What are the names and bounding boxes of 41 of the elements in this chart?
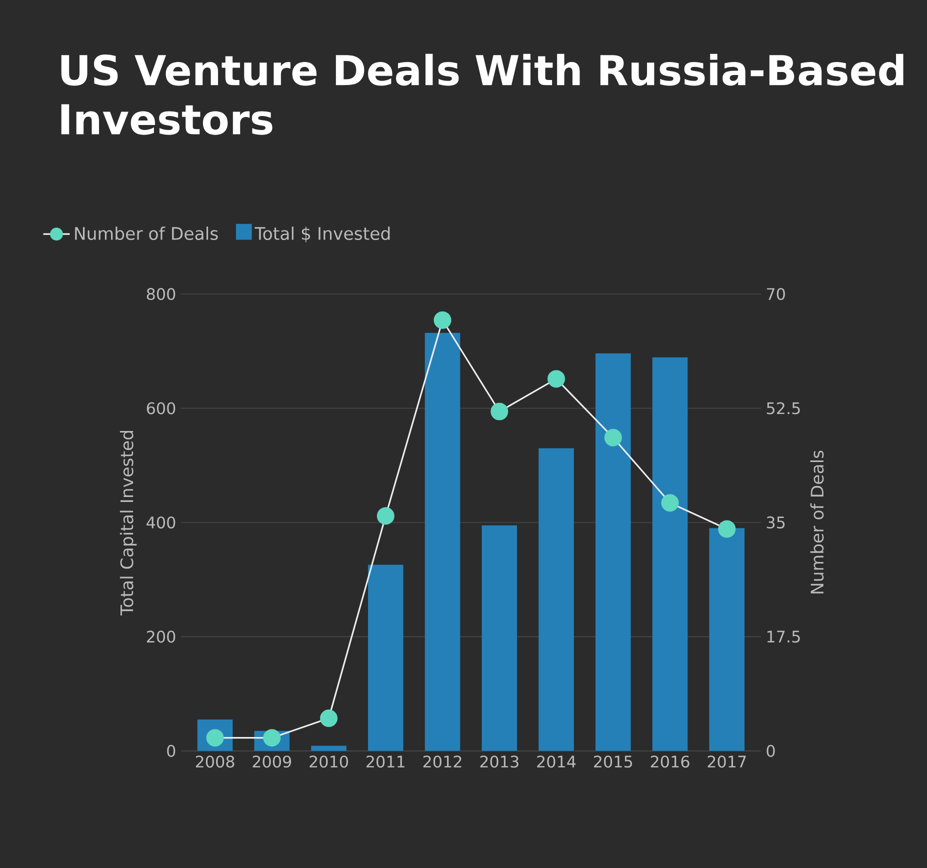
x-tick-label: 2013 — [480, 756, 518, 768]
y-tick-label: 200 — [146, 630, 176, 643]
bar — [368, 564, 404, 751]
bar — [709, 528, 745, 751]
y2-axis-title: Number of Deals — [810, 450, 824, 594]
y-tick-label: 600 — [146, 402, 176, 414]
bar — [596, 353, 631, 751]
legend-label: Number of Deals — [75, 226, 218, 240]
point — [434, 311, 452, 329]
y-tick-label: 400 — [146, 516, 176, 528]
x-tick-label: 2015 — [594, 756, 632, 768]
x-tick-label: 2011 — [366, 756, 404, 768]
y2-tick-label: 35 — [766, 516, 785, 528]
point — [376, 507, 394, 525]
legend-label: Total $ Invested — [254, 226, 390, 242]
point — [320, 709, 338, 728]
x-tick-label: 2017 — [708, 756, 746, 768]
x-tick-label: 2010 — [310, 756, 348, 768]
bar — [311, 746, 346, 751]
bar — [482, 525, 518, 751]
y-tick-label: 800 — [146, 288, 176, 300]
bar — [538, 448, 574, 751]
point — [490, 402, 508, 420]
point — [547, 370, 566, 388]
point — [718, 520, 736, 538]
point — [604, 428, 622, 446]
y2-tick-label: 17.5 — [767, 630, 800, 643]
x-tick-label: 2014 — [537, 756, 576, 768]
chart-title: US Venture Deals With Russia-Based Investors — [61, 54, 904, 135]
y-axis-title: Total Capital Invested — [120, 430, 137, 616]
y2-tick-label: 52.5 — [766, 402, 800, 414]
point — [661, 494, 679, 512]
x-tick-label: 2016 — [650, 756, 690, 768]
y-tick-label: 0 — [167, 744, 176, 757]
bar — [652, 357, 688, 751]
x-tick-label: 2012 — [423, 756, 462, 768]
y2-tick-label: 0 — [766, 744, 775, 757]
bar — [424, 332, 460, 751]
x-tick-label: 2009 — [252, 756, 292, 768]
x-tick-label: 2008 — [196, 756, 234, 768]
y2-tick-label: 70 — [767, 288, 785, 300]
